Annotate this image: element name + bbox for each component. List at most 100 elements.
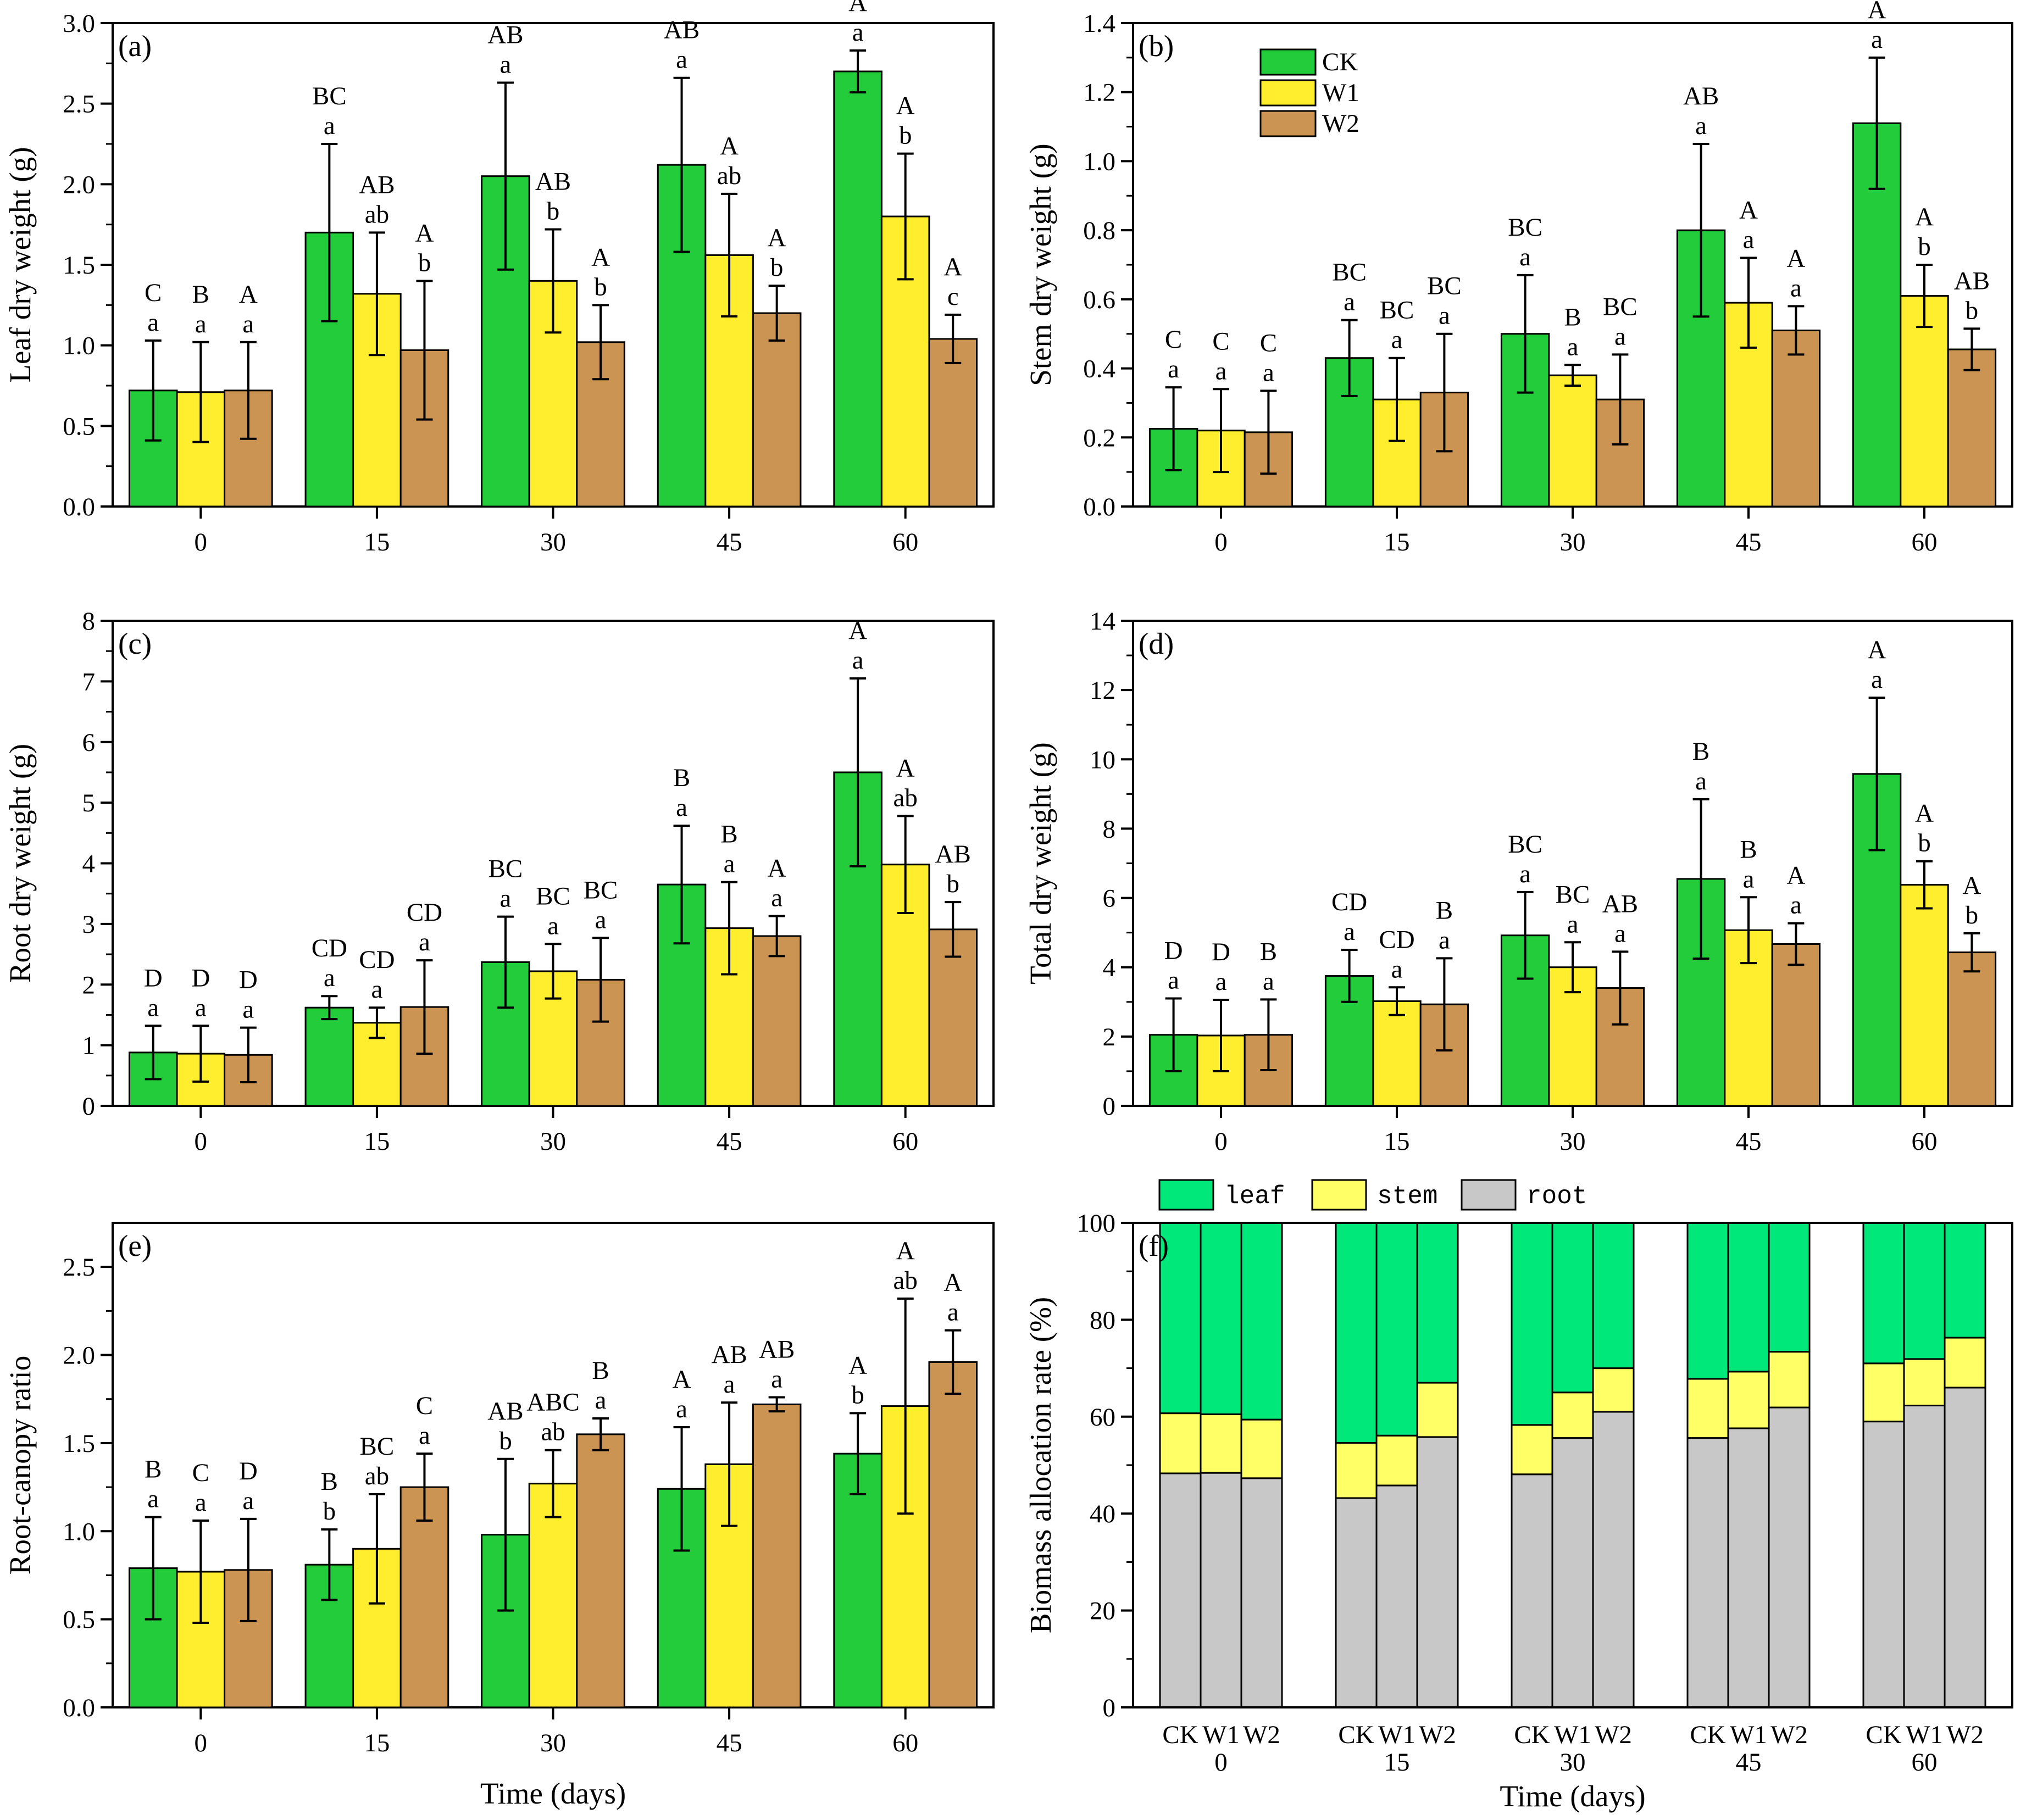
letter-lower-W2: c: [947, 282, 959, 311]
legend-swatch-leaf: [1158, 1179, 1214, 1211]
legend-label-W1: W1: [1322, 79, 1359, 107]
letter-upper-W1: BC: [360, 1432, 395, 1461]
y-tick-label: 20: [1090, 1597, 1115, 1626]
bar-W1: [1724, 929, 1773, 1107]
letter-upper-W2: A: [768, 854, 786, 883]
y-tick-label: 60: [1090, 1403, 1115, 1432]
letter-upper-W2: AB: [1602, 889, 1638, 918]
letter-upper-W2: BC: [1603, 292, 1638, 321]
bar-W2: [928, 1361, 978, 1708]
letter-upper-W2: D: [239, 966, 258, 994]
treatment-label-W1: W1: [1906, 1721, 1943, 1749]
y-tick-label: 0: [82, 1092, 96, 1121]
letter-lower-CK: a: [1519, 243, 1531, 271]
x-tick-label: 15: [1384, 528, 1410, 556]
x-tick-label: 0: [1214, 528, 1228, 556]
y-tick-label: 0.0: [63, 1694, 95, 1722]
letter-upper-W2: A: [1786, 244, 1805, 272]
segment-stem: [1903, 1358, 1946, 1407]
y-tick-label: 2.5: [63, 90, 95, 119]
letter-lower-CK: a: [500, 51, 512, 79]
y-tick-label: 3: [82, 910, 96, 939]
bar-CK: [657, 164, 707, 508]
legend-label-W2: W2: [1322, 109, 1359, 138]
letter-upper-CK: A: [1868, 0, 1886, 24]
letter-upper-CK: B: [1692, 737, 1709, 766]
bar-W1: [704, 1463, 754, 1708]
segment-stem: [1416, 1382, 1459, 1438]
y-tick-label: 0: [1103, 1092, 1116, 1121]
x-tick-label: 30: [1560, 528, 1586, 556]
letter-lower-W1: a: [1567, 332, 1579, 361]
y-axis-label: Root dry weight (g): [3, 744, 37, 983]
letter-upper-CK: A: [848, 616, 867, 645]
segment-leaf: [1768, 1222, 1811, 1353]
segment-root: [1200, 1472, 1242, 1708]
letter-lower-W2: b: [1966, 296, 1979, 325]
letter-lower-W1: b: [899, 121, 912, 150]
letter-upper-W2: A: [768, 224, 786, 252]
bar-CK: [833, 1452, 882, 1708]
letter-lower-CK: a: [1871, 665, 1883, 694]
segment-leaf: [1686, 1222, 1729, 1380]
segment-root: [1686, 1437, 1729, 1708]
segment-stem: [1592, 1367, 1635, 1413]
letter-lower-W2: a: [242, 1487, 254, 1515]
panel-label: (f): [1139, 1229, 1169, 1262]
letter-lower-CK: a: [147, 1485, 159, 1513]
y-tick-label: 1.5: [63, 1429, 95, 1458]
letter-lower-CK: b: [851, 1381, 864, 1409]
x-tick-label: 0: [195, 1127, 208, 1156]
letter-upper-W2: B: [592, 1356, 609, 1385]
letter-lower-W1: b: [547, 197, 560, 225]
letter-upper-W2: A: [1786, 861, 1805, 890]
segment-leaf: [1903, 1222, 1946, 1360]
segment-root: [1727, 1427, 1770, 1708]
segment-root: [1240, 1477, 1283, 1708]
letter-upper-W2: A: [943, 1268, 962, 1297]
letter-upper-W1: BC: [536, 882, 570, 910]
letter-upper-W1: A: [1915, 799, 1934, 828]
letter-upper-CK: B: [673, 764, 690, 792]
segment-root: [1511, 1473, 1553, 1708]
y-tick-label: 0.5: [63, 1606, 95, 1634]
segment-leaf: [1200, 1222, 1242, 1415]
x-tick-label: 45: [1736, 1127, 1762, 1156]
letter-upper-CK: A: [673, 1365, 691, 1394]
y-axis-label: Root-canopy ratio: [3, 1356, 37, 1575]
segment-root: [1375, 1484, 1418, 1708]
letter-upper-W1: AB: [359, 170, 395, 199]
letter-upper-W1: A: [1739, 196, 1758, 224]
letter-lower-W2: a: [771, 884, 782, 912]
segment-root: [1416, 1436, 1459, 1708]
segment-stem: [1686, 1378, 1729, 1439]
x-tick-label: 60: [1912, 1748, 1938, 1777]
letter-lower-W1: ab: [541, 1418, 565, 1446]
letter-lower-W2: a: [595, 1386, 607, 1415]
letter-lower-W1: a: [724, 850, 735, 878]
letter-lower-CK: a: [852, 646, 864, 675]
y-tick-label: 8: [82, 607, 96, 636]
segment-stem: [1768, 1351, 1811, 1409]
letter-upper-CK: BC: [1332, 258, 1367, 287]
panel-label: (b): [1139, 29, 1174, 63]
letter-upper-W2: B: [1436, 896, 1453, 925]
y-tick-label: 0: [1103, 1694, 1116, 1722]
letter-lower-W2: a: [1439, 926, 1450, 954]
segment-stem: [1159, 1412, 1202, 1474]
panel-a: 0.0 0.5 1.0 1.5 2.0 2.5 3.0 Leaf dry weight (g)…: [3, 0, 995, 556]
y-tick-label: 1: [82, 1032, 96, 1060]
letter-upper-CK: BC: [1508, 213, 1542, 242]
letter-upper-W2: BC: [584, 876, 618, 904]
letter-lower-CK: a: [676, 46, 687, 74]
y-tick-label: 1.2: [1083, 79, 1115, 107]
segment-stem: [1375, 1434, 1418, 1487]
letter-upper-W1: AB: [711, 1340, 747, 1369]
letter-upper-W1: CD: [359, 945, 395, 974]
letter-lower-CK: a: [324, 112, 335, 140]
letter-lower-W2: a: [242, 995, 254, 1024]
panel-label: (a): [118, 29, 152, 63]
treatment-label-CK: CK: [1690, 1721, 1725, 1749]
bar-W2: [752, 312, 802, 508]
